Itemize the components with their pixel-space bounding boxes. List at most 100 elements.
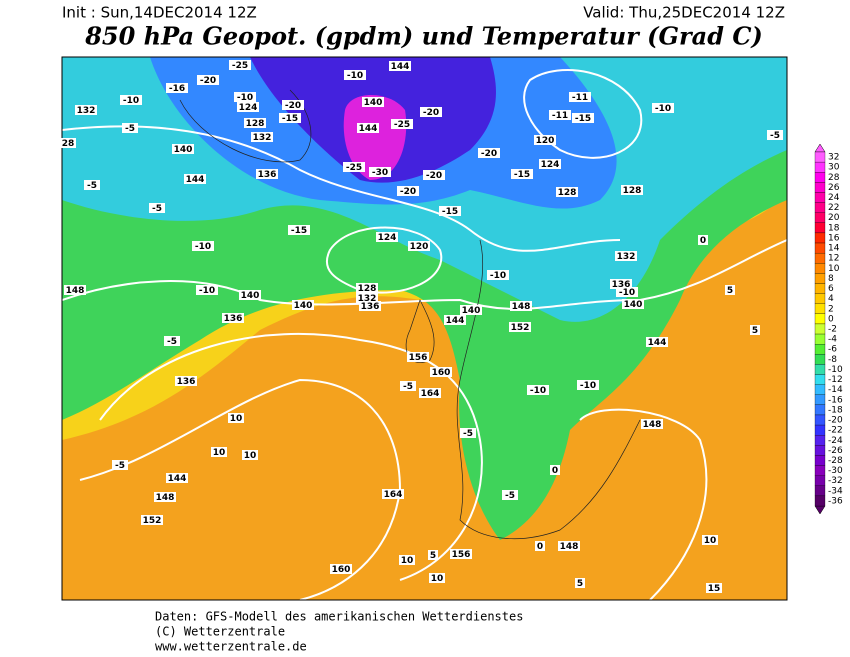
contour-label-box [558,541,580,551]
contour-label: -20 [426,171,442,181]
contour-label-box [356,283,378,293]
contour-label: -11 [572,93,588,103]
scale-label: -28 [828,456,843,466]
contour-label: 136 [258,170,277,180]
contour-label-box [423,170,445,180]
contour-label: 152 [511,323,530,333]
footer-copyright: (C) Wetterzentrale [155,625,285,639]
contour-label-box [569,92,591,102]
contour-label-box [419,388,441,398]
contour-label-box [228,413,244,423]
contour-label: 0 [537,542,543,552]
contour-label-box [237,102,259,112]
scale-label: 2 [828,304,834,314]
contour-label: -15 [282,114,298,124]
contour-label-box [478,148,500,158]
contour-label: -10 [619,288,635,298]
contour-label-box [211,447,227,457]
contour-label-box [510,301,532,311]
contour-label-box [292,300,314,310]
contour-label-box [196,285,218,295]
scale-box [814,151,826,163]
coastlines [179,89,641,540]
scale-label: 14 [828,244,840,254]
scale-label: 10 [828,264,840,274]
contour-label-box [166,83,188,93]
contour-label-box [166,473,188,483]
contour-label: 144 [446,316,465,326]
contour-label: -25 [346,163,362,173]
contour-label: 10 [230,414,243,424]
contour-label-box [615,251,637,261]
contour-label: 5 [727,286,733,296]
contour-label-box [460,305,482,315]
contour-label-box [407,352,429,362]
scale-box [814,333,826,345]
contour-label-box [172,144,194,154]
scale-label: -2 [828,325,837,335]
contour-label-box [429,573,445,583]
contour-label: 144 [391,62,410,72]
contour-label: -25 [394,120,410,130]
contour-label: -20 [285,101,301,111]
scale-box [814,161,826,173]
contour-label-box [725,285,735,295]
scale-box [814,455,826,466]
contour-label: -15 [514,170,530,180]
contour-label-box [389,61,411,71]
scale-box [814,283,826,294]
scale-box [814,242,826,254]
contour-label: 164 [421,389,440,399]
contour-label: 120 [410,242,429,252]
contour-label-box [621,185,643,195]
contour-label: -10 [655,104,671,114]
contour-label: 5 [577,579,583,589]
contour-label-box [767,130,783,140]
contour-label: -10 [490,271,506,281]
contour-label: 10 [431,574,444,584]
contour-label-box [288,225,310,235]
contour-label: -5 [125,124,135,134]
scale-label: -30 [828,466,843,476]
contour-label-box [430,367,452,377]
scale-box [814,172,826,183]
scale-label: 26 [828,183,840,193]
scale-box [814,384,826,395]
footer-url: www.wetterzentrale.de [155,640,307,654]
contour-label: -20 [200,76,216,86]
contour-label-box [420,107,442,117]
contour-label-box [330,564,352,574]
contour-label-box [229,60,251,70]
contour-label-box [702,535,718,545]
scale-label: -10 [828,365,843,375]
contour-label: 128 [623,186,642,196]
contour-label: 140 [174,145,193,155]
contour-label: -10 [237,93,253,103]
contour-label: -10 [199,286,215,296]
contour-label-box [175,376,197,386]
contour-label: -20 [423,108,439,118]
contour-label-box [616,287,638,297]
contour-label: 124 [541,160,560,170]
contour-label-box [539,159,561,169]
contour-label-box [356,293,378,303]
contour-label: 10 [704,536,717,546]
contour-label: 10 [401,556,414,566]
contour-label-box [460,428,476,438]
contour-label-box [535,541,545,551]
contour-label: -10 [530,386,546,396]
scale-box [814,374,826,385]
contour-label: -15 [291,226,307,236]
contour-label: 148 [156,493,175,503]
temp-magenta [343,95,407,180]
contour-label: 124 [239,103,258,113]
contour-label-box [400,381,416,391]
scale-label: -6 [828,345,837,355]
contour-label: 132 [358,294,377,304]
contour-label-box [502,490,518,500]
contour-label-box [391,119,413,129]
contour-label: 164 [384,490,403,500]
scale-box [814,323,826,335]
